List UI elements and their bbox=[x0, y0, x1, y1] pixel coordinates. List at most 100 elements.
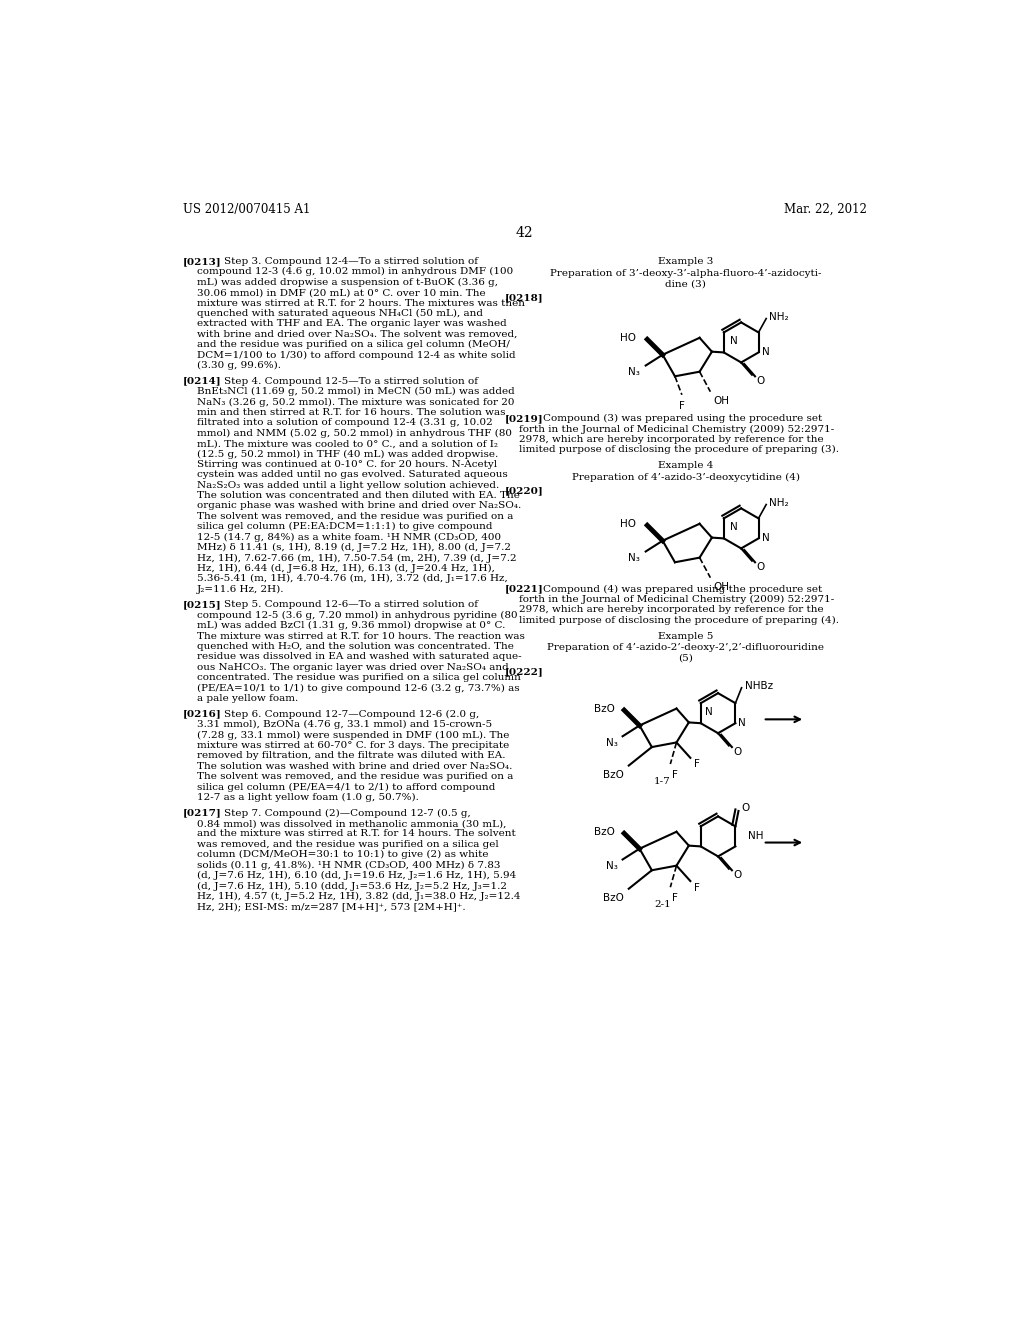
Text: concentrated. The residue was purified on a silica gel column: concentrated. The residue was purified o… bbox=[197, 673, 520, 682]
Text: was removed, and the residue was purified on a silica gel: was removed, and the residue was purifie… bbox=[197, 840, 499, 849]
Text: [0216]: [0216] bbox=[183, 710, 221, 718]
Text: The solvent was removed, and the residue was purified on a: The solvent was removed, and the residue… bbox=[197, 772, 513, 781]
Text: Compound (3) was prepared using the procedure set: Compound (3) was prepared using the proc… bbox=[544, 414, 822, 424]
Text: extracted with THF and EA. The organic layer was washed: extracted with THF and EA. The organic l… bbox=[197, 319, 507, 329]
Text: The mixture was stirred at R.T. for 10 hours. The reaction was: The mixture was stirred at R.T. for 10 h… bbox=[197, 631, 524, 640]
Text: NH₂: NH₂ bbox=[769, 312, 788, 322]
Text: N: N bbox=[762, 347, 769, 358]
Text: Example 4: Example 4 bbox=[658, 461, 714, 470]
Text: O: O bbox=[733, 870, 741, 880]
Text: NHBz: NHBz bbox=[744, 681, 773, 692]
Text: Preparation of 4’-azido-2’-deoxy-2’,2’-difluorouridine: Preparation of 4’-azido-2’-deoxy-2’,2’-d… bbox=[547, 644, 824, 652]
Text: 3.31 mmol), BzONa (4.76 g, 33.1 mmol) and 15-crown-5: 3.31 mmol), BzONa (4.76 g, 33.1 mmol) an… bbox=[197, 721, 492, 729]
Text: and the mixture was stirred at R.T. for 14 hours. The solvent: and the mixture was stirred at R.T. for … bbox=[197, 829, 515, 838]
Text: Hz, 1H), 6.44 (d, J=6.8 Hz, 1H), 6.13 (d, J=20.4 Hz, 1H),: Hz, 1H), 6.44 (d, J=6.8 Hz, 1H), 6.13 (d… bbox=[197, 564, 495, 573]
Text: MHz) δ 11.41 (s, 1H), 8.19 (d, J=7.2 Hz, 1H), 8.00 (d, J=7.2: MHz) δ 11.41 (s, 1H), 8.19 (d, J=7.2 Hz,… bbox=[197, 543, 511, 552]
Text: Hz, 2H); ESI-MS: m/z=287 [M+H]⁺, 573 [2M+H]⁺.: Hz, 2H); ESI-MS: m/z=287 [M+H]⁺, 573 [2M… bbox=[197, 903, 465, 911]
Text: [0214]: [0214] bbox=[183, 376, 221, 385]
Text: 12-7 as a light yellow foam (1.0 g, 50.7%).: 12-7 as a light yellow foam (1.0 g, 50.7… bbox=[197, 793, 419, 803]
Text: forth in the Journal of Medicinal Chemistry (2009) 52:2971-: forth in the Journal of Medicinal Chemis… bbox=[518, 425, 834, 433]
Text: DCM=1/100 to 1/30) to afford compound 12-4 as white solid: DCM=1/100 to 1/30) to afford compound 12… bbox=[197, 351, 515, 359]
Text: [0217]: [0217] bbox=[183, 809, 221, 817]
Text: US 2012/0070415 A1: US 2012/0070415 A1 bbox=[183, 203, 310, 216]
Text: N: N bbox=[706, 706, 713, 717]
Text: NH₂: NH₂ bbox=[769, 498, 788, 508]
Text: min and then stirred at R.T. for 16 hours. The solution was: min and then stirred at R.T. for 16 hour… bbox=[197, 408, 505, 417]
Text: removed by filtration, and the filtrate was diluted with EA.: removed by filtration, and the filtrate … bbox=[197, 751, 505, 760]
Text: 42: 42 bbox=[516, 226, 534, 240]
Text: F: F bbox=[694, 883, 700, 892]
Text: 0.84 mmol) was dissolved in methanolic ammonia (30 mL),: 0.84 mmol) was dissolved in methanolic a… bbox=[197, 818, 506, 828]
Text: BzO: BzO bbox=[603, 770, 625, 780]
Text: O: O bbox=[757, 562, 765, 573]
Text: ous NaHCO₃. The organic layer was dried over Na₂SO₄ and: ous NaHCO₃. The organic layer was dried … bbox=[197, 663, 509, 672]
Text: residue was dissolved in EA and washed with saturated aque-: residue was dissolved in EA and washed w… bbox=[197, 652, 521, 661]
Text: column (DCM/MeOH=30:1 to 10:1) to give (2) as white: column (DCM/MeOH=30:1 to 10:1) to give (… bbox=[197, 850, 488, 859]
Text: The solvent was removed, and the residue was purified on a: The solvent was removed, and the residue… bbox=[197, 512, 513, 521]
Text: N: N bbox=[730, 521, 737, 532]
Text: Mar. 22, 2012: Mar. 22, 2012 bbox=[783, 203, 866, 216]
Text: silica gel column (PE:EA:DCM=1:1:1) to give compound: silica gel column (PE:EA:DCM=1:1:1) to g… bbox=[197, 523, 493, 532]
Text: The solution was concentrated and then diluted with EA. The: The solution was concentrated and then d… bbox=[197, 491, 519, 500]
Text: N: N bbox=[762, 533, 769, 544]
Text: Preparation of 4’-azido-3’-deoxycytidine (4): Preparation of 4’-azido-3’-deoxycytidine… bbox=[571, 473, 800, 482]
Text: OH: OH bbox=[714, 396, 729, 407]
Text: Example 3: Example 3 bbox=[658, 257, 714, 265]
Text: F: F bbox=[672, 770, 678, 780]
Text: [0222]: [0222] bbox=[505, 668, 544, 676]
Text: dine (3): dine (3) bbox=[666, 280, 707, 288]
Text: F: F bbox=[672, 894, 678, 903]
Text: N: N bbox=[730, 335, 737, 346]
Text: [0213]: [0213] bbox=[183, 257, 221, 265]
Text: (5): (5) bbox=[678, 653, 693, 663]
Text: N₃: N₃ bbox=[606, 738, 617, 748]
Text: Compound (4) was prepared using the procedure set: Compound (4) was prepared using the proc… bbox=[544, 585, 822, 594]
Text: compound 12-5 (3.6 g, 7.20 mmol) in anhydrous pyridine (80: compound 12-5 (3.6 g, 7.20 mmol) in anhy… bbox=[197, 611, 517, 620]
Text: compound 12-3 (4.6 g, 10.02 mmol) in anhydrous DMF (100: compound 12-3 (4.6 g, 10.02 mmol) in anh… bbox=[197, 268, 513, 276]
Text: (PE/EA=10/1 to 1/1) to give compound 12-6 (3.2 g, 73.7%) as: (PE/EA=10/1 to 1/1) to give compound 12-… bbox=[197, 684, 519, 693]
Text: F: F bbox=[694, 759, 700, 770]
Text: (d, J=7.6 Hz, 1H), 6.10 (dd, J₁=19.6 Hz, J₂=1.6 Hz, 1H), 5.94: (d, J=7.6 Hz, 1H), 6.10 (dd, J₁=19.6 Hz,… bbox=[197, 871, 516, 880]
Text: mmol) and NMM (5.02 g, 50.2 mmol) in anhydrous THF (80: mmol) and NMM (5.02 g, 50.2 mmol) in anh… bbox=[197, 429, 512, 438]
Text: O: O bbox=[741, 803, 750, 813]
Text: 5.36-5.41 (m, 1H), 4.70-4.76 (m, 1H), 3.72 (dd, J₁=17.6 Hz,: 5.36-5.41 (m, 1H), 4.70-4.76 (m, 1H), 3.… bbox=[197, 574, 508, 583]
Text: Example 5: Example 5 bbox=[658, 631, 714, 640]
Text: Preparation of 3’-deoxy-3’-alpha-fluoro-4’-azidocyti-: Preparation of 3’-deoxy-3’-alpha-fluoro-… bbox=[550, 269, 821, 279]
Text: [0219]: [0219] bbox=[505, 414, 544, 422]
Text: BzO: BzO bbox=[603, 894, 625, 903]
Text: 1-7: 1-7 bbox=[654, 777, 671, 787]
Text: F: F bbox=[679, 401, 685, 411]
Text: Hz, 1H), 7.62-7.66 (m, 1H), 7.50-7.54 (m, 2H), 7.39 (d, J=7.2: Hz, 1H), 7.62-7.66 (m, 1H), 7.50-7.54 (m… bbox=[197, 553, 516, 562]
Text: 12-5 (14.7 g, 84%) as a white foam. ¹H NMR (CD₃OD, 400: 12-5 (14.7 g, 84%) as a white foam. ¹H N… bbox=[197, 533, 501, 541]
Text: mixture was stirred at 60-70° C. for 3 days. The precipitate: mixture was stirred at 60-70° C. for 3 d… bbox=[197, 741, 509, 750]
Text: [0221]: [0221] bbox=[505, 585, 544, 594]
Text: mL) was added dropwise a suspension of t-BuOK (3.36 g,: mL) was added dropwise a suspension of t… bbox=[197, 277, 498, 286]
Text: HO: HO bbox=[621, 333, 637, 343]
Text: mixture was stirred at R.T. for 2 hours. The mixtures was then: mixture was stirred at R.T. for 2 hours.… bbox=[197, 298, 524, 308]
Text: [0215]: [0215] bbox=[183, 601, 221, 610]
Text: 2-1: 2-1 bbox=[654, 900, 671, 909]
Text: Hz, 1H), 4.57 (t, J=5.2 Hz, 1H), 3.82 (dd, J₁=38.0 Hz, J₂=12.4: Hz, 1H), 4.57 (t, J=5.2 Hz, 1H), 3.82 (d… bbox=[197, 892, 520, 902]
Text: Step 3. Compound 12-4—To a stirred solution of: Step 3. Compound 12-4—To a stirred solut… bbox=[224, 257, 478, 265]
Text: N₃: N₃ bbox=[628, 367, 640, 378]
Text: [0220]: [0220] bbox=[505, 487, 544, 495]
Text: Step 4. Compound 12-5—To a stirred solution of: Step 4. Compound 12-5—To a stirred solut… bbox=[224, 376, 478, 385]
Text: OH: OH bbox=[714, 582, 729, 593]
Text: organic phase was washed with brine and dried over Na₂SO₄.: organic phase was washed with brine and … bbox=[197, 502, 521, 511]
Text: a pale yellow foam.: a pale yellow foam. bbox=[197, 694, 298, 704]
Text: BzO: BzO bbox=[594, 826, 614, 837]
Text: NaN₃ (3.26 g, 50.2 mmol). The mixture was sonicated for 20: NaN₃ (3.26 g, 50.2 mmol). The mixture wa… bbox=[197, 397, 514, 407]
Text: and the residue was purified on a silica gel column (MeOH/: and the residue was purified on a silica… bbox=[197, 341, 510, 350]
Text: limited purpose of disclosing the procedure of preparing (4).: limited purpose of disclosing the proced… bbox=[518, 615, 839, 624]
Text: (3.30 g, 99.6%).: (3.30 g, 99.6%). bbox=[197, 360, 281, 370]
Text: O: O bbox=[757, 376, 765, 387]
Text: Step 6. Compound 12-7—Compound 12-6 (2.0 g,: Step 6. Compound 12-7—Compound 12-6 (2.0… bbox=[224, 710, 480, 719]
Text: filtrated into a solution of compound 12-4 (3.31 g, 10.02: filtrated into a solution of compound 12… bbox=[197, 418, 493, 428]
Text: (d, J=7.6 Hz, 1H), 5.10 (ddd, J₁=53.6 Hz, J₂=5.2 Hz, J₃=1.2: (d, J=7.6 Hz, 1H), 5.10 (ddd, J₁=53.6 Hz… bbox=[197, 882, 507, 891]
Text: solids (0.11 g, 41.8%). ¹H NMR (CD₃OD, 400 MHz) δ 7.83: solids (0.11 g, 41.8%). ¹H NMR (CD₃OD, 4… bbox=[197, 861, 501, 870]
Text: Step 7. Compound (2)—Compound 12-7 (0.5 g,: Step 7. Compound (2)—Compound 12-7 (0.5 … bbox=[224, 809, 471, 818]
Text: 30.06 mmol) in DMF (20 mL) at 0° C. over 10 min. The: 30.06 mmol) in DMF (20 mL) at 0° C. over… bbox=[197, 288, 485, 297]
Text: Step 5. Compound 12-6—To a stirred solution of: Step 5. Compound 12-6—To a stirred solut… bbox=[224, 601, 478, 610]
Text: quenched with H₂O, and the solution was concentrated. The: quenched with H₂O, and the solution was … bbox=[197, 642, 514, 651]
Text: O: O bbox=[733, 747, 741, 758]
